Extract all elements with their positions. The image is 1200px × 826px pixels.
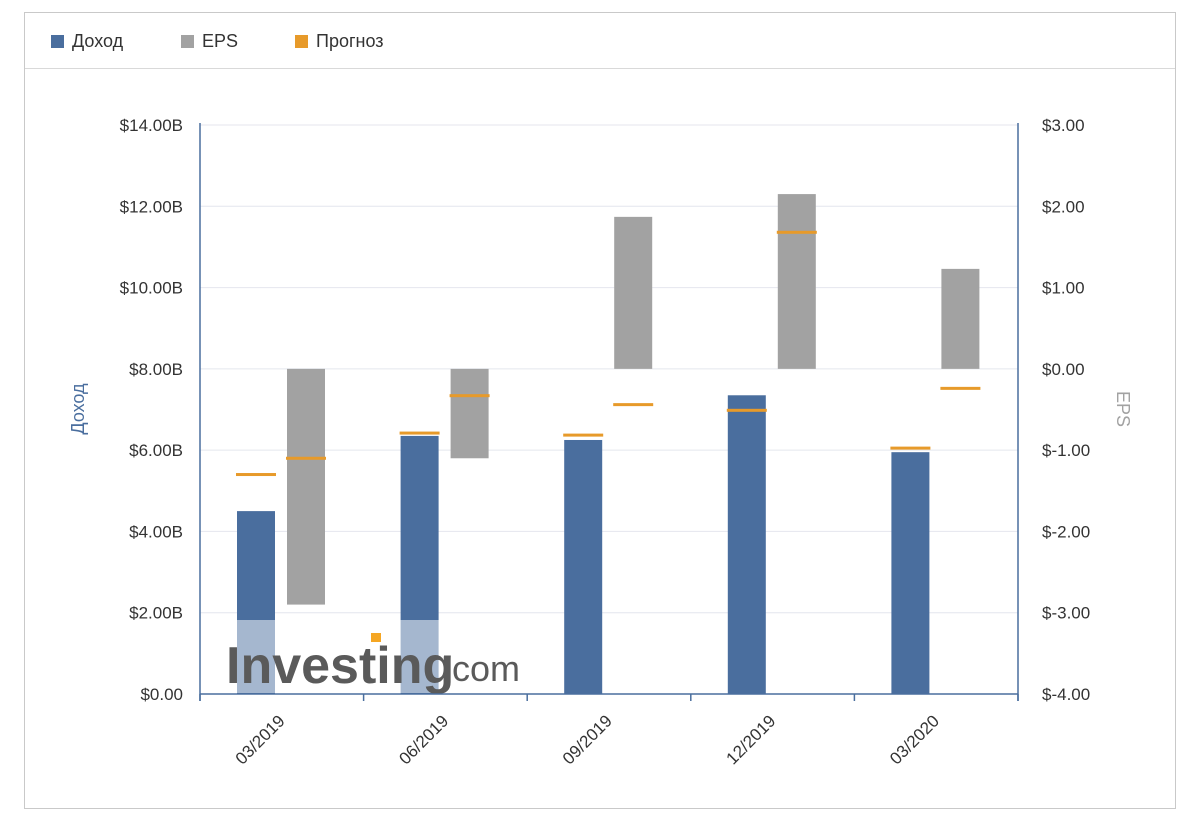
watermark-backdrop <box>202 620 520 693</box>
eps-bar <box>941 268 980 369</box>
x-tick-label: 12/2019 <box>723 711 780 768</box>
revenue-bar <box>891 452 930 694</box>
y-right-tick-label: $2.00 <box>1042 197 1085 216</box>
bars <box>236 194 981 694</box>
watermark-accent-mark <box>371 633 381 642</box>
legend-swatch-forecast <box>295 34 308 48</box>
revenue-forecast-marker <box>236 473 276 477</box>
chart-frame: Доход EPS Прогноз <box>24 12 1176 809</box>
y-right-tick-label: $-1.00 <box>1042 441 1090 460</box>
y-left-tick-label: $4.00B <box>129 522 183 541</box>
eps-bar <box>450 368 489 459</box>
eps-forecast-marker <box>940 386 981 390</box>
y-left-tick-label: $0.00 <box>140 685 183 704</box>
eps-bar <box>614 216 653 369</box>
y-left-tick-label: $2.00B <box>129 604 183 623</box>
watermark-brand: Investing <box>226 637 454 695</box>
legend-label-revenue: Доход <box>72 30 124 51</box>
eps-forecast-marker <box>286 456 326 460</box>
revenue-forecast-marker <box>726 408 767 412</box>
eps-forecast-marker <box>613 403 654 407</box>
y-left-tick-label: $6.00B <box>129 441 183 460</box>
y-axis-left-title: Доход <box>68 383 88 435</box>
legend-swatch-revenue <box>51 34 64 48</box>
revenue-forecast-marker <box>563 433 604 437</box>
legend-item-revenue[interactable]: Доход <box>51 31 123 51</box>
y-right-tick-label: $3.00 <box>1042 116 1085 135</box>
axes <box>199 123 1019 701</box>
y-right-tick-label: $-3.00 <box>1042 604 1090 623</box>
grid-lines <box>200 124 1018 614</box>
y-left-tick-label: $14.00B <box>120 116 183 135</box>
legend-label-eps: EPS <box>202 30 239 51</box>
legend-label-forecast: Прогноз <box>316 30 384 51</box>
revenue-forecast-marker <box>890 446 931 450</box>
y-axis-right-title: EPS <box>1113 391 1133 427</box>
revenue-forecast-marker <box>399 431 440 435</box>
eps-bar <box>777 194 816 369</box>
y-right-tick-label: $0.00 <box>1042 360 1085 379</box>
y-left-tick-label: $10.00B <box>120 279 183 298</box>
legend: Доход EPS Прогноз <box>25 13 1175 69</box>
x-tick-label: 09/2019 <box>559 711 616 768</box>
eps-forecast-marker <box>449 394 490 398</box>
x-tick-label: 03/2019 <box>232 711 289 768</box>
y-right-tick-label: $-4.00 <box>1042 685 1090 704</box>
eps-forecast-marker <box>776 230 817 234</box>
x-tick-label: 06/2019 <box>395 711 452 768</box>
y-right-tick-label: $1.00 <box>1042 279 1085 298</box>
legend-item-forecast[interactable]: Прогноз <box>295 31 384 51</box>
y-left-tick-label: $12.00B <box>120 197 183 216</box>
y-left-tick-label: $8.00B <box>129 360 183 379</box>
legend-swatch-eps <box>181 34 194 48</box>
y-right-tick-label: $-2.00 <box>1042 522 1090 541</box>
legend-item-eps[interactable]: EPS <box>181 31 238 51</box>
axis-labels: $0.00 $2.00B $4.00B $6.00B $8.00B $10.00B $12.… <box>120 116 1091 768</box>
revenue-bar <box>564 439 603 694</box>
watermark-suffix: .com <box>442 648 520 689</box>
eps-bar <box>287 368 325 605</box>
revenue-bar <box>727 395 766 694</box>
x-tick-label: 03/2020 <box>886 711 943 768</box>
investing-watermark: Investing.com <box>202 620 520 695</box>
